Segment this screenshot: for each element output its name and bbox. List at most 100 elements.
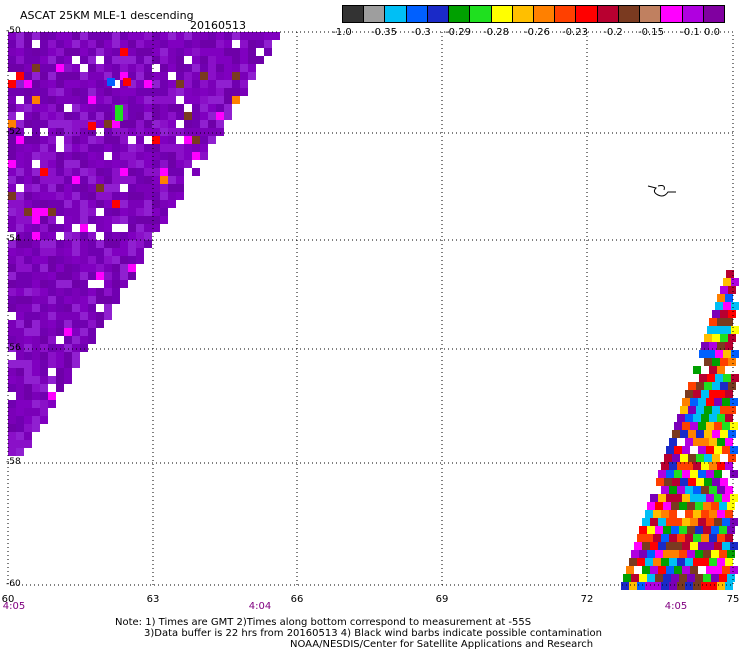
swath-cell <box>88 224 96 232</box>
swath-cell <box>192 64 200 72</box>
swath-cell <box>200 32 208 40</box>
swath-cell <box>16 304 24 312</box>
swath-cell <box>96 272 104 280</box>
swath-cell <box>232 88 240 96</box>
swath-cell <box>72 80 80 88</box>
swath-cell <box>64 296 72 304</box>
swath-cell <box>112 96 120 104</box>
swath-cell <box>24 336 32 344</box>
swath-cell <box>168 192 176 200</box>
swath-cell <box>653 558 661 566</box>
swath-cell <box>40 48 48 56</box>
swath-cell <box>714 566 722 574</box>
swath-cell <box>152 160 160 168</box>
swath-cell <box>104 136 112 144</box>
swath-cell <box>56 248 64 256</box>
swath-cell <box>104 152 112 160</box>
swath-cell <box>16 40 24 48</box>
swath-cell <box>655 526 663 534</box>
swath-cell <box>48 256 56 264</box>
swath-cell <box>32 136 40 144</box>
swath-cell <box>717 414 725 422</box>
swath-cell <box>184 40 192 48</box>
swath-cell <box>184 128 192 136</box>
swath-cell <box>120 216 128 224</box>
swath-cell <box>714 542 722 550</box>
swath-cell <box>24 152 32 160</box>
swath-cell <box>696 478 704 486</box>
swath-cell <box>650 518 658 526</box>
swath-cell <box>168 184 176 192</box>
swath-cell <box>8 208 16 216</box>
swath-cell <box>192 168 200 176</box>
swath-cell <box>160 96 168 104</box>
swath-cell <box>160 32 168 40</box>
swath-cell <box>32 360 40 368</box>
swath-cell <box>136 112 144 120</box>
swath-cell <box>32 320 40 328</box>
swath-cell <box>48 64 56 72</box>
swath-cell <box>152 56 160 64</box>
swath-cell <box>64 120 72 128</box>
swath-cell <box>8 320 16 328</box>
swath-cell <box>727 574 735 582</box>
swath-cell <box>723 302 731 310</box>
swath-cell <box>120 112 128 120</box>
swath-cell <box>72 248 80 256</box>
swath-cell <box>703 502 711 510</box>
swath-cell <box>88 240 96 248</box>
swath-cell <box>704 430 712 438</box>
swath-cell <box>224 88 232 96</box>
swath-cell <box>168 64 176 72</box>
swath-cell <box>731 326 739 334</box>
swath-cell <box>706 494 714 502</box>
swath-cell <box>112 264 120 272</box>
swath-cell <box>123 78 131 86</box>
swath-cell <box>64 232 72 240</box>
swath-cell <box>685 582 693 590</box>
swath-cell <box>8 384 16 392</box>
swath-cell <box>152 208 160 216</box>
swath-cell <box>88 264 96 272</box>
swath-cell <box>666 518 674 526</box>
swath-cell <box>706 470 714 478</box>
colorbar-label: -0.23 <box>562 27 588 38</box>
swath-cell <box>120 128 128 136</box>
swath-cell <box>709 486 717 494</box>
swath-cell <box>40 88 48 96</box>
swath-cell <box>120 248 128 256</box>
swath-cell <box>32 416 40 424</box>
swath-cell <box>112 80 120 88</box>
swath-cell <box>64 216 72 224</box>
swath-cell <box>192 128 200 136</box>
swath-cell <box>698 494 706 502</box>
swath-cell <box>80 248 88 256</box>
swath-cell <box>698 542 706 550</box>
swath-cell <box>104 240 112 248</box>
swath-cell <box>104 112 112 120</box>
swath-cell <box>128 48 136 56</box>
swath-cell <box>621 582 629 590</box>
swath-cell <box>711 526 719 534</box>
swath-cell <box>24 232 32 240</box>
swath-cell <box>192 80 200 88</box>
swath-cell <box>693 558 701 566</box>
swath-cell <box>184 120 192 128</box>
swath-cell <box>728 454 736 462</box>
swath-cell <box>40 328 48 336</box>
swath-cell <box>706 398 714 406</box>
swath-cell <box>56 144 64 152</box>
swath-cell <box>642 518 650 526</box>
swath-cell <box>152 232 160 240</box>
swath-cell <box>717 438 725 446</box>
swath-cell <box>88 112 96 120</box>
swath-cell <box>136 248 144 256</box>
swath-cell <box>701 582 709 590</box>
swath-cell <box>48 320 56 328</box>
swath-cell <box>698 422 706 430</box>
lat-label: -54 <box>6 234 21 244</box>
swath-cell <box>88 96 96 104</box>
swath-cell <box>16 336 24 344</box>
swath-cell <box>128 144 136 152</box>
swath-cell <box>48 224 56 232</box>
